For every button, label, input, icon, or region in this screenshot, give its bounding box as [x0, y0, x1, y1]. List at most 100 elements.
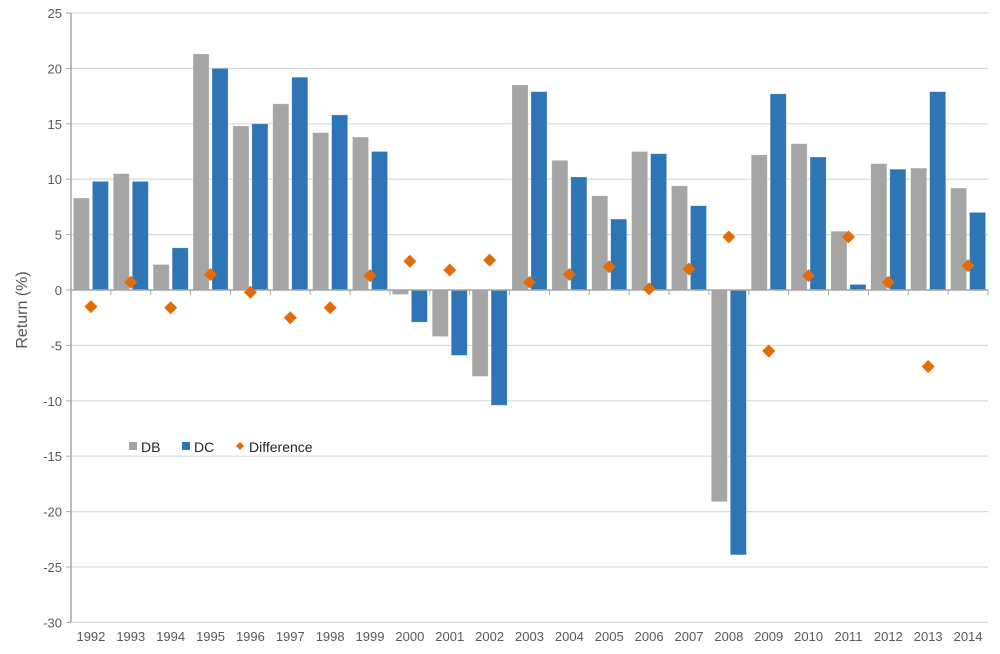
bar-db-1995 — [192, 53, 210, 291]
x-tick-label: 2001 — [435, 629, 464, 644]
difference-point-1994 — [164, 301, 178, 315]
bar-dc-2003 — [530, 91, 548, 291]
x-tick-label: 2000 — [395, 629, 424, 644]
difference-point-1997 — [283, 311, 297, 325]
bar-db-1994 — [152, 264, 170, 291]
x-tick-label: 1999 — [356, 629, 385, 644]
difference-point-2000 — [403, 254, 417, 268]
bar-dc-1995 — [211, 68, 229, 291]
x-tick-label: 1998 — [316, 629, 345, 644]
y-tick-label: 15 — [48, 117, 62, 132]
x-tick-label: 2005 — [595, 629, 624, 644]
bar-dc-1998 — [331, 114, 348, 291]
bar-db-2001 — [431, 289, 449, 337]
difference-point-1998 — [323, 301, 337, 315]
bar-dc-1994 — [171, 247, 189, 291]
difference-point-1996 — [243, 285, 257, 299]
bar-db-1997 — [272, 103, 290, 291]
bar-dc-2013 — [929, 91, 946, 291]
bar-db-1999 — [352, 136, 369, 291]
x-tick-label: 2011 — [834, 629, 862, 644]
bar-dc-1992 — [92, 181, 109, 291]
x-tick-label: 1994 — [156, 629, 185, 644]
legend-swatch-dc — [182, 442, 190, 450]
bar-dc-1997 — [291, 76, 309, 291]
y-tick-label: 10 — [48, 172, 62, 187]
bar-db-1996 — [232, 125, 250, 291]
bar-db-2010 — [790, 143, 808, 291]
legend-label-difference: Difference — [249, 439, 313, 455]
difference-point-1999 — [363, 269, 377, 283]
y-tick-label: 20 — [48, 61, 62, 76]
difference-point-2011 — [841, 230, 855, 244]
y-tick-label: -15 — [43, 449, 62, 464]
y-tick-label: -25 — [43, 560, 62, 575]
bar-db-2004 — [551, 160, 569, 291]
y-tick-label: -10 — [43, 394, 62, 409]
bar-dc-1996 — [251, 123, 269, 291]
difference-point-2012 — [881, 275, 895, 289]
bar-dc-2009 — [769, 93, 787, 291]
bar-dc-2007 — [690, 205, 707, 291]
bar-dc-1993 — [132, 181, 149, 291]
bar-db-2002 — [471, 289, 489, 377]
difference-point-2001 — [443, 263, 457, 277]
difference-point-2007 — [682, 262, 696, 276]
x-tick-label: 2012 — [874, 629, 903, 644]
difference-point-2003 — [523, 275, 536, 289]
x-tick-label: 2003 — [515, 629, 544, 644]
difference-point-2008 — [722, 230, 736, 244]
axes — [70, 13, 989, 623]
x-tick-label: 2007 — [675, 629, 704, 644]
bar-dc-2014 — [969, 212, 986, 291]
x-tick-label: 1993 — [116, 629, 145, 644]
y-tick-label: 25 — [48, 6, 62, 21]
difference-point-1992 — [84, 300, 98, 314]
x-tick-label: 1997 — [276, 629, 305, 644]
bar-db-2014 — [950, 187, 967, 291]
difference-point-2002 — [483, 253, 497, 267]
legend-item-difference: Difference — [236, 439, 313, 455]
bar-dc-2008 — [730, 289, 747, 556]
y-tick-label: 0 — [55, 283, 62, 298]
bar-dc-2006 — [650, 153, 667, 291]
x-tick-label: 2010 — [794, 629, 823, 644]
bar-db-2013 — [910, 167, 927, 291]
x-tick-label: 2008 — [714, 629, 743, 644]
bar-db-2006 — [631, 151, 648, 291]
legend-item-db: DB — [129, 439, 160, 455]
legend-item-dc: DC — [182, 439, 214, 455]
y-tick-labels: 25 20 15 10 5 0 -5 -10 -15 -20 -25 -30 — [43, 6, 62, 630]
difference-point-1995 — [204, 267, 218, 281]
bar-dc-2012 — [889, 168, 907, 291]
bar-db-2005 — [591, 195, 609, 291]
difference-point-2010 — [802, 269, 816, 283]
bar-dc-2001 — [450, 289, 468, 356]
bar-dc-1999 — [371, 151, 388, 291]
x-tick-label: 2014 — [954, 629, 983, 644]
difference-point-1993 — [124, 275, 138, 289]
bar-db-1993 — [113, 173, 130, 291]
x-tick-label: 2002 — [475, 629, 504, 644]
y-tick-label: -30 — [43, 615, 62, 630]
x-tick-label: 1992 — [76, 629, 105, 644]
legend-swatch-difference — [236, 442, 244, 450]
bar-db-2003 — [511, 84, 529, 291]
x-tick-label: 2013 — [914, 629, 943, 644]
bar-db-2012 — [870, 163, 888, 291]
bar-dc-2011 — [849, 284, 867, 291]
difference-series — [84, 230, 975, 373]
bar-dc-2010 — [809, 156, 827, 291]
y-tick-label: -5 — [50, 338, 62, 353]
bar-db-1992 — [73, 197, 90, 291]
bar-db-1998 — [312, 132, 329, 291]
bar-dc-2005 — [610, 218, 628, 291]
difference-point-2004 — [562, 267, 576, 281]
bar-db-2011 — [830, 230, 848, 291]
difference-point-2014 — [961, 259, 975, 273]
bar-dc-2002 — [490, 289, 508, 406]
legend: DB DC Difference — [129, 439, 313, 455]
y-tick-label: -20 — [43, 505, 62, 520]
difference-point-2013 — [921, 359, 935, 373]
legend-label-dc: DC — [194, 439, 214, 455]
